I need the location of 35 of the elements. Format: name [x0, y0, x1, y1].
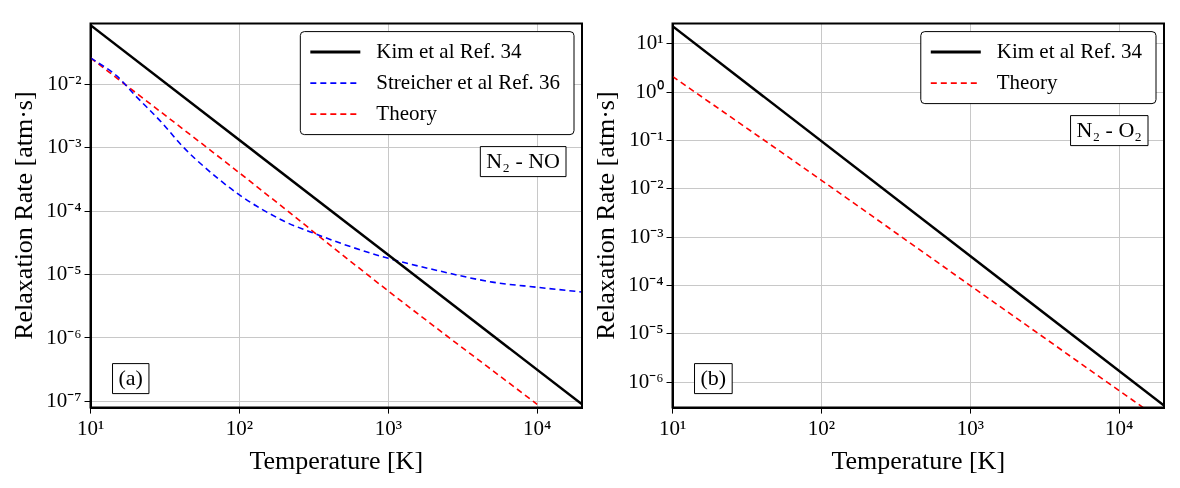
x-axis-title: Temperature [K] [249, 446, 424, 476]
x-axis-title: Temperature [K] [831, 446, 1006, 476]
x-tick-label: 10¹ [76, 415, 105, 440]
y-tick-label: 10⁰ [635, 78, 664, 103]
x-tick-label: 10⁴ [523, 415, 552, 440]
x-tick-label: 10² [225, 415, 254, 440]
y-tick-label: 10⁻² [47, 70, 82, 95]
x-tick-label: 10¹ [658, 415, 687, 440]
y-tick-label: 10⁻⁵ [46, 261, 82, 286]
legend-label: Theory [376, 100, 438, 125]
y-tick-label: 10¹ [636, 30, 664, 55]
annotation: (a) [118, 365, 143, 391]
legend-label: Kim et al Ref. 34 [996, 38, 1143, 63]
y-tick-label: 10⁻² [629, 175, 664, 200]
y-tick-label: 10⁻⁶ [628, 368, 664, 393]
y-tick-label: 10⁻⁴ [628, 272, 664, 297]
y-tick-label: 10⁻⁷ [46, 387, 82, 412]
annotation: (b) [700, 365, 727, 391]
annotation: N₂ - NO [486, 148, 561, 174]
y-tick-label: 10⁻³ [629, 223, 664, 248]
y-tick-label: 10⁻⁶ [46, 324, 82, 349]
legend-label: Streicher et al Ref. 36 [376, 69, 561, 94]
y-axis-title: Relaxation Rate [atm·s] [591, 91, 621, 340]
annotation: N₂ - O₂ [1076, 117, 1143, 143]
legend-label: Kim et al Ref. 34 [376, 38, 523, 63]
x-tick-label: 10⁴ [1105, 415, 1134, 440]
legend-label: Theory [996, 69, 1058, 94]
y-axis-title: Relaxation Rate [atm·s] [9, 91, 39, 340]
x-tick-label: 10³ [374, 415, 402, 440]
y-tick-label: 10⁻¹ [629, 126, 664, 151]
x-tick-label: 10³ [956, 415, 984, 440]
x-tick-label: 10² [807, 415, 836, 440]
y-tick-label: 10⁻³ [47, 134, 82, 159]
y-tick-label: 10⁻⁴ [46, 197, 82, 222]
y-tick-label: 10⁻⁵ [628, 320, 664, 345]
